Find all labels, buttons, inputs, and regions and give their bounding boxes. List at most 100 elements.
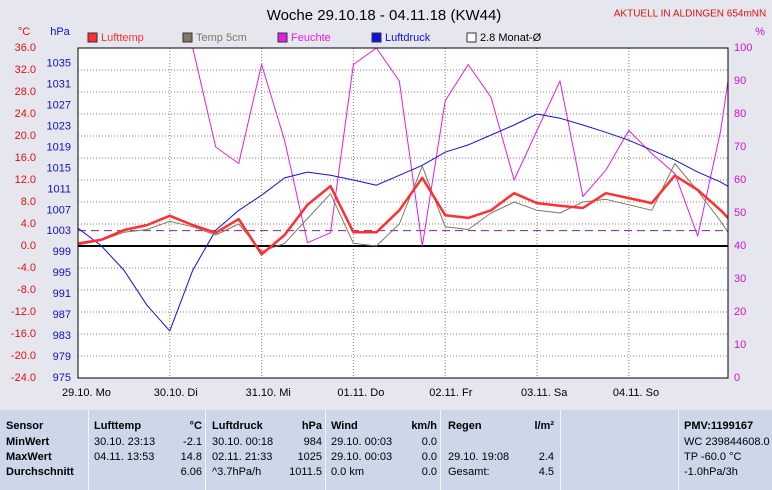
y3-tick-label: 80 xyxy=(734,108,746,120)
y3-tick-label: 90 xyxy=(734,75,746,87)
table-cell: 0.0 km xyxy=(331,466,365,478)
table-cell: 29.10. 00:03 xyxy=(331,436,393,448)
table-cell: 14.8 xyxy=(180,451,202,463)
x-tick-label: 01.11. Do xyxy=(337,387,384,399)
table-cell: 1025 xyxy=(297,451,322,463)
y-tick-label: -24.0 xyxy=(11,372,36,384)
y-tick-label: 28.0 xyxy=(15,86,36,98)
table-cell: 04.11. 13:53 xyxy=(94,451,155,463)
legend-label: Feuchte xyxy=(291,32,331,44)
legend-label: Lufttemp xyxy=(101,32,144,44)
table-cell: 984 xyxy=(303,436,322,448)
y2-tick-label: 1035 xyxy=(47,58,71,70)
legend-label: Luftdruck xyxy=(385,32,431,44)
y2-tick-label: 991 xyxy=(53,288,71,300)
y-tick-label: -8.0 xyxy=(17,284,36,296)
y-tick-label: -16.0 xyxy=(11,328,36,340)
y-tick-label: -20.0 xyxy=(11,350,36,362)
y3-tick-label: 60 xyxy=(734,174,746,186)
y2-tick-label: 1031 xyxy=(47,79,71,91)
column-separator xyxy=(560,410,561,490)
y-tick-label: -12.0 xyxy=(11,306,36,318)
table-cell: TP -60.0 °C xyxy=(684,451,742,463)
stats-table: Sensor Lufttemp °C Luftdruck hPa Wind km/h Rege… xyxy=(0,410,772,490)
y-tick-label: 20.0 xyxy=(15,130,36,142)
y2-tick-label: 999 xyxy=(53,246,71,258)
legend-label: Temp 5cm xyxy=(196,32,247,44)
y3-tick-label: 20 xyxy=(734,306,746,318)
table-cell: 02.11. 21:33 xyxy=(212,451,273,463)
y-tick-label: 0.0 xyxy=(21,240,36,252)
table-cell: Lufttemp xyxy=(94,420,142,432)
table-cell: 4.5 xyxy=(538,466,554,478)
table-cell: 0.0 xyxy=(421,451,437,463)
x-tick-label: 31.10. Mi xyxy=(246,387,291,399)
table-cell: WC 239844608.0 xyxy=(684,436,770,448)
plot-area xyxy=(78,48,728,378)
y2-tick-label: 1011 xyxy=(47,183,71,195)
y2-tick-label: 1019 xyxy=(47,141,71,153)
plot-border xyxy=(77,47,729,379)
y3-tick-label: 70 xyxy=(734,141,746,153)
y-tick-label: 36.0 xyxy=(15,42,36,54)
chart-title: Woche 29.10.18 - 04.11.18 (KW44) xyxy=(267,7,502,24)
column-separator xyxy=(88,410,89,490)
table-cell: km/h xyxy=(411,420,437,432)
column-separator xyxy=(325,410,326,490)
table-cell: hPa xyxy=(301,420,322,432)
table-cell: -2.1 xyxy=(183,436,202,448)
x-tick-label: 03.11. Sa xyxy=(521,387,568,399)
y2-tick-label: 979 xyxy=(53,351,71,363)
y2-axis-label: hPa xyxy=(50,26,70,38)
legend-label: 2.8 Monat-Ø xyxy=(480,32,542,44)
y3-tick-label: 100 xyxy=(734,42,752,54)
table-cell: PMV:1199167 xyxy=(684,420,754,432)
table-cell: 30.10. 00:18 xyxy=(212,436,274,448)
table-cell: ^3.7hPa/h xyxy=(212,466,262,478)
y-tick-label: 8.0 xyxy=(21,196,36,208)
table-cell: -1.0hPa/3h xyxy=(684,466,738,478)
y3-tick-label: 30 xyxy=(734,273,746,285)
table-cell: Regen xyxy=(448,420,482,432)
table-cell: MinWert xyxy=(6,436,50,448)
y3-axis-label: % xyxy=(755,26,765,38)
y-tick-label: 12.0 xyxy=(15,174,36,186)
y2-tick-label: 1027 xyxy=(47,100,71,112)
y-tick-label: 16.0 xyxy=(15,152,36,164)
y2-tick-label: 987 xyxy=(53,309,71,321)
annotation: AKTUELL IN ALDINGEN 654mNN xyxy=(614,9,766,20)
table-cell: 29.10. 00:03 xyxy=(331,451,393,463)
y2-tick-label: 975 xyxy=(53,372,71,384)
y2-tick-label: 1015 xyxy=(47,162,71,174)
table-cell: 6.06 xyxy=(180,466,202,478)
table-cell: Sensor xyxy=(6,420,44,432)
table-cell: 1011.5 xyxy=(289,466,322,478)
table-cell: l/m² xyxy=(534,420,554,432)
y3-tick-label: 10 xyxy=(734,339,746,351)
y-axis-label: °C xyxy=(18,26,30,38)
table-cell: Wind xyxy=(331,420,358,432)
table-cell: Gesamt: xyxy=(448,466,490,478)
legend-swatch xyxy=(466,32,477,43)
series-line xyxy=(77,113,729,332)
table-cell: 0.0 xyxy=(421,466,437,478)
legend-swatch xyxy=(87,32,98,43)
column-separator xyxy=(205,410,206,490)
y2-tick-label: 995 xyxy=(53,267,71,279)
y-tick-label: -4.0 xyxy=(17,262,36,274)
legend-swatch xyxy=(182,32,193,43)
table-cell: °C xyxy=(189,420,202,432)
y3-tick-label: 50 xyxy=(734,207,746,219)
y2-tick-label: 1003 xyxy=(47,225,71,237)
y-tick-label: 24.0 xyxy=(15,108,36,120)
y2-tick-label: 1007 xyxy=(47,204,71,216)
x-tick-label: 30.10. Di xyxy=(154,387,198,399)
column-separator xyxy=(440,410,441,490)
y2-tick-label: 983 xyxy=(53,330,71,342)
table-cell: 29.10. 19:08 xyxy=(448,451,510,463)
table-cell: 2.4 xyxy=(538,451,554,463)
x-tick-label: 29.10. Mo xyxy=(62,387,111,399)
y2-tick-label: 1023 xyxy=(47,120,71,132)
x-tick-label: 02.11. Fr xyxy=(429,387,473,399)
